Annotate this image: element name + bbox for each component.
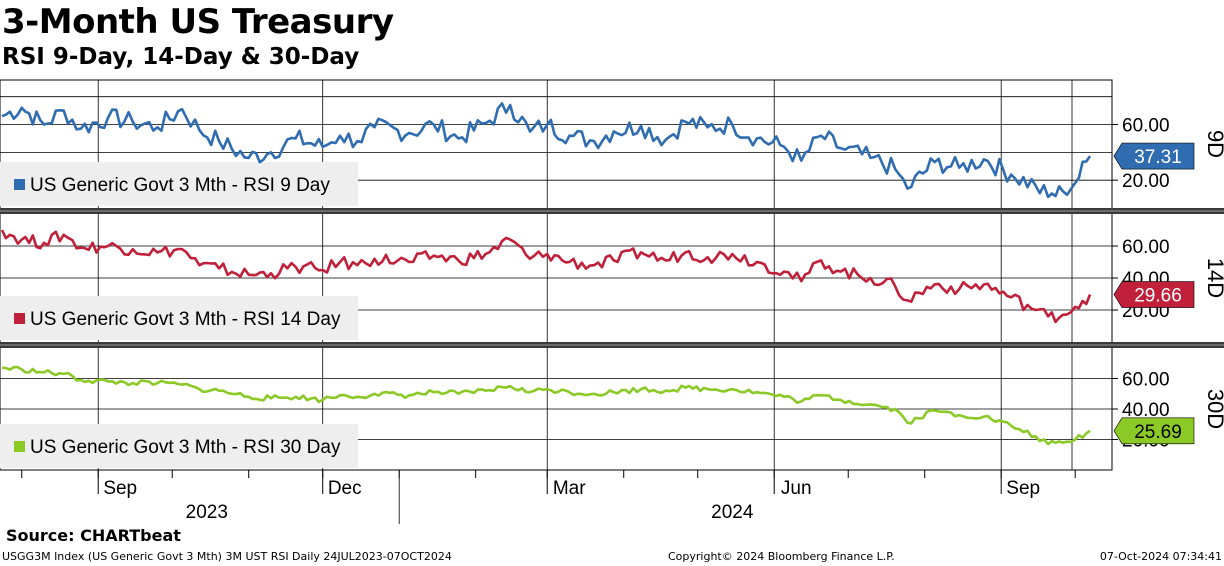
x-month-label: Dec	[328, 478, 362, 499]
legend-swatch	[14, 313, 25, 324]
series-line	[1, 102, 1092, 199]
last-value-tag	[1113, 281, 1195, 308]
x-year-label: 2024	[711, 502, 754, 523]
y-tick-label: 60.00	[1122, 370, 1170, 391]
legend-label: US Generic Govt 3 Mth - RSI 30 Day	[30, 437, 341, 458]
index-info: USGG3M Index (US Generic Govt 3 Mth) 3M …	[2, 550, 452, 563]
last-value-label: 25.69	[1134, 422, 1182, 443]
y-tick-label: 40.00	[1122, 400, 1170, 421]
x-month-label: Sep	[103, 478, 137, 499]
x-year-label: 2023	[186, 502, 228, 523]
x-month-label: Mar	[553, 478, 586, 499]
plot-frame	[0, 79, 1113, 471]
last-value-label: 29.66	[1134, 286, 1182, 307]
series-line	[1, 365, 1091, 446]
last-value-tag	[1113, 142, 1195, 170]
chart-subtitle: RSI 9-Day, 14-Day & 30-Day	[2, 44, 360, 70]
panel-side-label: 30D	[1203, 389, 1224, 429]
x-month-label: Jun	[781, 478, 812, 499]
y-tick-label: 20.00	[1122, 171, 1170, 192]
legend-box	[0, 162, 358, 206]
panel-side-label: 9D	[1203, 130, 1224, 158]
x-month-label: Sep	[1006, 478, 1040, 499]
source-note: Source: CHARTbeat	[6, 526, 181, 545]
last-value-tag	[1113, 417, 1195, 445]
legend-swatch	[14, 179, 25, 190]
legend-box	[0, 424, 358, 468]
series-line	[0, 229, 1092, 324]
timestamp: 07-Oct-2024 07:34:41	[1099, 550, 1222, 563]
copyright-note: Copyright© 2024 Bloomberg Finance L.P.	[668, 550, 895, 563]
chart-title: 3-Month US Treasury	[2, 2, 394, 42]
legend-label: US Generic Govt 3 Mth - RSI 14 Day	[30, 309, 341, 330]
panel-side-label: 14D	[1203, 258, 1224, 298]
y-tick-label: 60.00	[1122, 237, 1170, 258]
legend-swatch	[14, 441, 25, 452]
y-tick-label: 60.00	[1122, 116, 1170, 137]
legend-label: US Generic Govt 3 Mth - RSI 9 Day	[30, 175, 330, 196]
last-value-label: 37.31	[1134, 147, 1182, 168]
legend-box	[0, 296, 358, 340]
